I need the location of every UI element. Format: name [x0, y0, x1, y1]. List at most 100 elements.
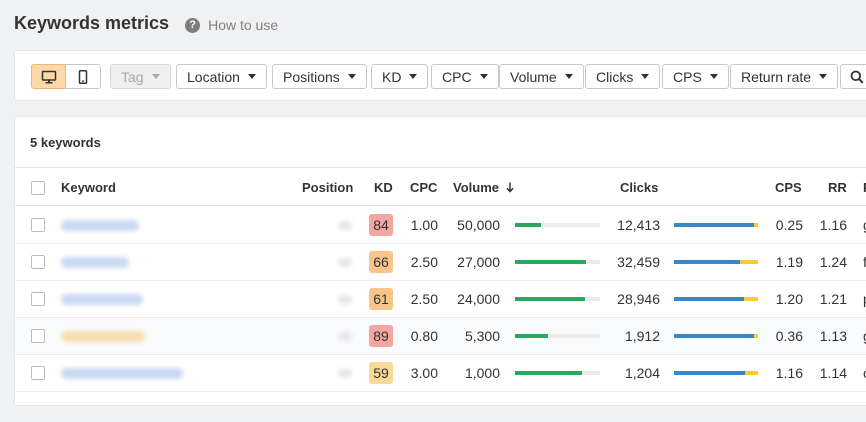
kd-badge: 89 — [369, 325, 393, 347]
keyword-link-redacted[interactable] — [61, 368, 183, 379]
location-filter-label: Location — [187, 68, 240, 85]
volume-bar — [515, 297, 600, 301]
clicks-value: 1,912 — [624, 328, 660, 344]
rr-value: 1.14 — [819, 365, 847, 381]
column-cpc[interactable]: CPC — [410, 180, 438, 195]
clicks-value: 12,413 — [617, 217, 660, 233]
column-volume[interactable]: Volume — [453, 180, 514, 195]
select-all-checkbox[interactable] — [31, 181, 45, 195]
clicks-bar-paid — [674, 297, 744, 301]
clicks-bar — [674, 260, 758, 264]
desktop-icon — [41, 70, 56, 83]
row-checkbox[interactable] — [31, 255, 45, 269]
chevron-down-icon — [151, 74, 160, 79]
volume-value: 50,000 — [457, 217, 500, 233]
chevron-down-icon — [479, 74, 488, 79]
clicks-value: 32,459 — [617, 254, 660, 270]
rr-value: 1.24 — [819, 254, 847, 270]
desktop-toggle-button[interactable] — [31, 64, 66, 89]
clicks-value: 28,946 — [617, 291, 660, 307]
cps-value: 0.25 — [775, 217, 803, 233]
table-row[interactable]: 61 2.50 24,000 28,946 1.20 1.21 p — [15, 281, 866, 318]
how-to-use-link[interactable]: ? How to use — [185, 17, 278, 33]
column-extra[interactable]: P — [863, 180, 866, 195]
volume-bar-fill — [515, 223, 541, 227]
table-header: Keyword Position KD CPC Volume Clicks CP… — [15, 168, 866, 206]
volume-filter-button[interactable]: Volume — [499, 64, 584, 89]
row-checkbox[interactable] — [31, 329, 45, 343]
chevron-down-icon — [409, 74, 418, 79]
row-checkbox[interactable] — [31, 218, 45, 232]
extra-value: g — [863, 318, 866, 354]
keyword-link-redacted[interactable] — [61, 220, 139, 231]
clicks-bar-paid — [674, 223, 754, 227]
extra-value: g — [863, 207, 866, 243]
row-checkbox[interactable] — [31, 366, 45, 380]
column-rr[interactable]: RR — [828, 180, 847, 195]
row-checkbox[interactable] — [31, 292, 45, 306]
column-keyword[interactable]: Keyword — [61, 180, 116, 195]
filter-toolbar: Tag Location Positions KD CPC Volume Cli… — [14, 50, 866, 101]
clicks-value: 1,204 — [624, 365, 660, 381]
table-row[interactable]: 66 2.50 27,000 32,459 1.19 1.24 f — [15, 244, 866, 281]
table-row[interactable]: 84 1.00 50,000 12,413 0.25 1.16 g — [15, 207, 866, 244]
kd-badge: 61 — [369, 288, 393, 310]
clicks-bar — [674, 371, 758, 375]
tag-filter-button[interactable]: Tag — [110, 64, 171, 89]
volume-value: 24,000 — [457, 291, 500, 307]
volume-bar — [515, 371, 600, 375]
tag-filter-label: Tag — [121, 68, 144, 85]
chevron-down-icon — [347, 74, 356, 79]
positions-filter-label: Positions — [283, 68, 340, 85]
kd-filter-button[interactable]: KD — [371, 64, 429, 89]
cpc-filter-button[interactable]: CPC — [431, 64, 499, 89]
page-title: Keywords metrics — [14, 13, 170, 33]
kd-badge: 59 — [369, 362, 393, 384]
volume-bar-fill — [515, 260, 587, 264]
cps-filter-button[interactable]: CPS — [662, 64, 729, 89]
how-to-use-label: How to use — [208, 17, 279, 33]
cpc-value: 0.80 — [410, 328, 438, 344]
table-row[interactable]: 59 3.00 1,000 1,204 1.16 1.14 c — [15, 355, 866, 392]
return-rate-filter-button[interactable]: Return rate — [730, 64, 839, 89]
chevron-down-icon — [709, 74, 718, 79]
volume-bar — [515, 334, 600, 338]
rr-value: 1.16 — [819, 217, 847, 233]
clicks-bar-organic — [744, 371, 758, 375]
volume-bar-fill — [515, 371, 583, 375]
divider — [15, 167, 866, 168]
position-value-redacted — [338, 369, 352, 378]
cps-value: 1.20 — [775, 291, 803, 307]
cpc-value: 2.50 — [410, 254, 438, 270]
cpc-value: 3.00 — [410, 365, 438, 381]
cps-filter-label: CPS — [673, 68, 702, 85]
table-row[interactable]: 89 0.80 5,300 1,912 0.36 1.13 g — [15, 318, 866, 355]
chevron-down-icon — [247, 74, 256, 79]
cps-value: 1.19 — [775, 254, 803, 270]
volume-bar — [515, 223, 600, 227]
volume-bar-fill — [515, 297, 585, 301]
chevron-down-icon — [819, 74, 828, 79]
page-header: Keywords metrics ? How to use — [14, 13, 278, 34]
positions-filter-button[interactable]: Positions — [272, 64, 367, 89]
question-circle-icon: ? — [185, 17, 201, 33]
clicks-bar-organic — [740, 260, 758, 264]
column-position[interactable]: Position — [302, 180, 354, 195]
position-value-redacted — [338, 258, 352, 267]
search-button[interactable] — [840, 64, 866, 89]
column-clicks[interactable]: Clicks — [620, 180, 659, 195]
keyword-link-redacted[interactable] — [61, 257, 129, 268]
clicks-bar-organic — [743, 297, 758, 301]
extra-value: p — [863, 281, 866, 317]
mobile-toggle-button[interactable] — [66, 64, 101, 89]
clicks-filter-button[interactable]: Clicks — [585, 64, 661, 89]
column-kd[interactable]: KD — [374, 180, 393, 195]
keyword-link-redacted[interactable] — [61, 331, 145, 342]
clicks-bar-paid — [674, 334, 754, 338]
cpc-filter-label: CPC — [442, 68, 472, 85]
mobile-icon — [78, 69, 88, 84]
keyword-link-redacted[interactable] — [61, 294, 143, 305]
clicks-bar-paid — [674, 260, 741, 264]
location-filter-button[interactable]: Location — [176, 64, 267, 89]
column-cps[interactable]: CPS — [775, 180, 802, 195]
